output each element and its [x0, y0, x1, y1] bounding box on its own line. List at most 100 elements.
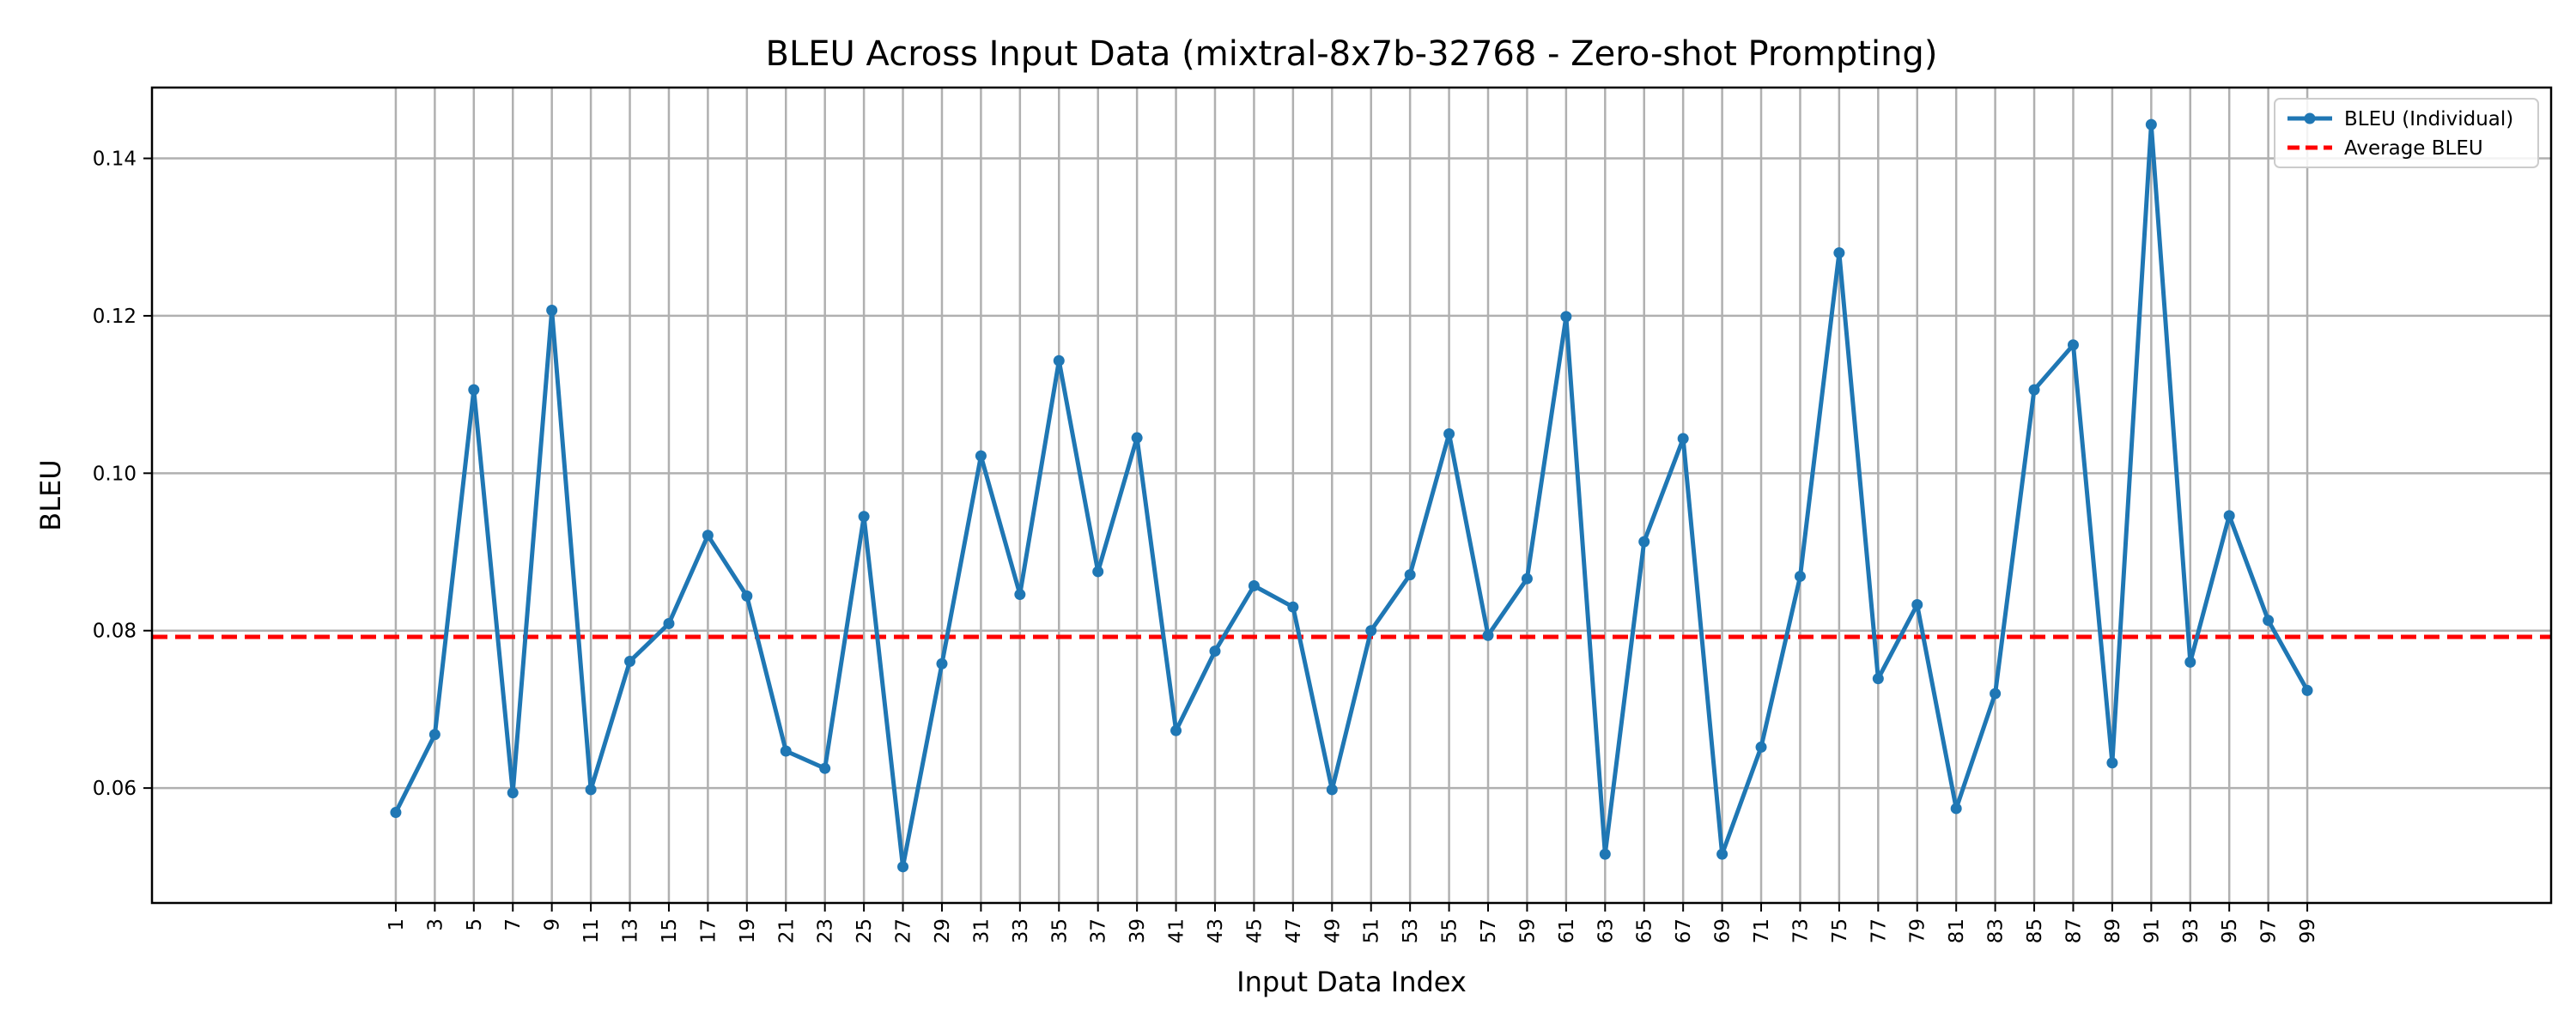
- bleu-point: [2301, 684, 2313, 696]
- bleu-point: [1482, 629, 1494, 641]
- x-tick-label: 9: [542, 918, 564, 931]
- bleu-point: [1833, 247, 1845, 259]
- bleu-point: [1053, 354, 1065, 367]
- bleu-point: [1404, 569, 1416, 581]
- legend-marker-individual: [2304, 112, 2316, 124]
- x-tick-label: 37: [1088, 918, 1110, 943]
- bleu-point: [1170, 724, 1182, 736]
- bleu-point: [2145, 118, 2157, 130]
- x-tick-label: 51: [1361, 918, 1383, 943]
- x-tick-label: 53: [1400, 918, 1422, 943]
- bleu-point: [1794, 570, 1806, 582]
- x-tick-label: 63: [1595, 918, 1617, 943]
- bleu-point: [936, 657, 948, 670]
- x-tick-label: 83: [1985, 918, 2008, 943]
- bleu-point: [1131, 432, 1143, 444]
- bleu-point: [1209, 645, 1221, 657]
- bleu-point: [1092, 566, 1104, 578]
- x-tick-label: 29: [932, 918, 954, 943]
- x-tick-label: 21: [775, 918, 798, 943]
- bleu-point: [1990, 688, 2002, 700]
- x-tick-label: 73: [1789, 918, 1812, 943]
- bleu-point: [1872, 673, 1884, 685]
- x-tick-label: 17: [697, 918, 720, 943]
- y-axis-label: BLEU: [34, 459, 67, 530]
- bleu-point: [390, 807, 402, 819]
- bleu-point: [1911, 598, 1923, 610]
- x-tick-label: 61: [1556, 918, 1578, 943]
- x-axis-ticks: 1 3 5 7 9 11 13 15 17 19 21 23 25 27 29 31 33 35 37 39 41 43 4…: [386, 903, 2319, 943]
- x-tick-label: 39: [1127, 918, 1149, 943]
- bleu-point: [1365, 625, 1377, 637]
- bleu-point: [2067, 339, 2079, 351]
- grid-lines: [152, 88, 2551, 903]
- x-tick-label: 77: [1868, 918, 1890, 943]
- x-tick-label: 69: [1712, 918, 1735, 943]
- bleu-point: [1248, 579, 1260, 591]
- legend-label-individual: BLEU (Individual): [2344, 108, 2513, 130]
- y-tick-label: 0.14: [93, 148, 137, 171]
- x-tick-label: 65: [1634, 918, 1656, 943]
- x-tick-label: 25: [854, 918, 876, 943]
- x-tick-label: 93: [2180, 918, 2202, 943]
- y-axis-ticks: 0.06 0.08 0.10 0.12 0.14: [93, 148, 152, 800]
- x-tick-label: 47: [1283, 918, 1305, 943]
- bleu-point: [1677, 433, 1689, 445]
- x-tick-label: 49: [1321, 918, 1344, 943]
- x-tick-label: 23: [815, 918, 837, 943]
- bleu-point: [1560, 311, 1572, 323]
- x-tick-label: 43: [1205, 918, 1227, 943]
- bleu-point: [1521, 573, 1533, 585]
- bleu-point: [741, 590, 753, 602]
- y-tick-label: 0.12: [93, 306, 137, 328]
- x-tick-label: 5: [464, 918, 486, 931]
- bleu-point: [2184, 656, 2196, 668]
- x-tick-label: 3: [424, 918, 447, 931]
- bleu-point: [1443, 427, 1455, 439]
- bleu-point: [1638, 536, 1650, 548]
- y-tick-label: 0.10: [93, 463, 137, 485]
- legend-label-average: Average BLEU: [2344, 137, 2483, 160]
- x-tick-label: 95: [2219, 918, 2241, 943]
- y-tick-label: 0.08: [93, 621, 137, 643]
- x-tick-label: 27: [893, 918, 915, 943]
- bleu-point: [1950, 803, 1962, 815]
- bleu-point: [1287, 601, 1299, 613]
- bleu-point: [624, 655, 636, 667]
- y-tick-label: 0.06: [93, 778, 137, 800]
- bleu-point: [468, 384, 480, 396]
- bleu-point: [858, 511, 870, 523]
- plot-area-frame: [150, 86, 2553, 905]
- series-layer: [390, 118, 2313, 873]
- x-tick-label: 35: [1048, 918, 1071, 943]
- bleu-point: [663, 617, 675, 629]
- bleu-point: [1014, 589, 1026, 601]
- bleu-point: [1326, 784, 1338, 796]
- x-tick-label: 79: [1907, 918, 1929, 943]
- x-tick-label: 1: [386, 918, 408, 931]
- bleu-individual-line: [393, 122, 2310, 869]
- legend-box: [2274, 98, 2539, 168]
- x-tick-label: 13: [620, 918, 642, 943]
- bleu-point: [546, 305, 558, 317]
- x-tick-label: 71: [1751, 918, 1773, 943]
- x-tick-label: 81: [1946, 918, 1968, 943]
- x-tick-label: 31: [970, 918, 993, 943]
- x-tick-label: 59: [1516, 918, 1539, 943]
- x-tick-label: 85: [2024, 918, 2046, 943]
- x-tick-label: 91: [2141, 918, 2163, 943]
- x-tick-label: 41: [1166, 918, 1188, 943]
- bleu-point: [2028, 384, 2040, 396]
- legend: BLEU (Individual) Average BLEU: [2274, 98, 2539, 168]
- x-tick-label: 97: [2258, 918, 2281, 943]
- x-tick-label: 55: [1439, 918, 1461, 943]
- bleu-point: [2223, 510, 2235, 522]
- chart-title: BLEU Across Input Data (mixtral-8x7b-327…: [766, 34, 1938, 74]
- x-tick-label: 19: [737, 918, 759, 943]
- x-tick-label: 87: [2063, 918, 2085, 943]
- bleu-point: [897, 861, 909, 873]
- bleu-point: [2263, 615, 2275, 627]
- bleu-point: [428, 729, 440, 741]
- x-tick-label: 15: [659, 918, 681, 943]
